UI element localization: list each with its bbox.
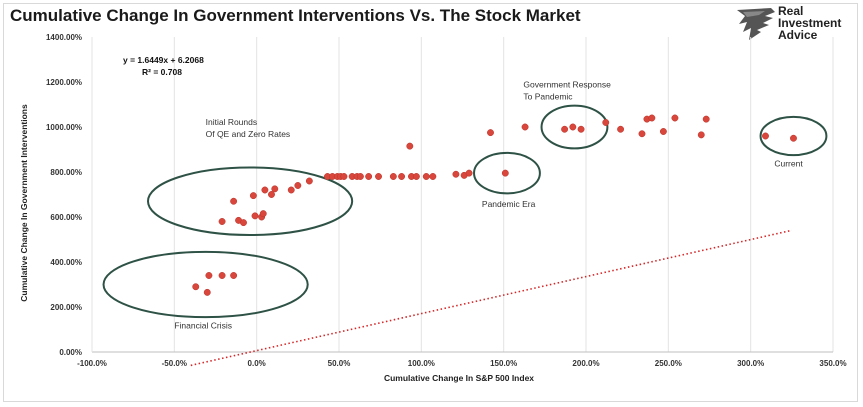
x-tick-label: 200.0%: [572, 359, 599, 368]
chart-frame: [3, 3, 858, 402]
grid-lines: [91, 37, 834, 353]
data-point: [218, 218, 226, 225]
data-point: [249, 192, 257, 200]
y-axis-ticks: 0.00% 200.00% 400.00% 600.00% 800.00% 1000.00…: [46, 33, 82, 357]
x-tick-label: 100.0%: [408, 359, 435, 368]
y-tick-label: 600.00%: [50, 213, 82, 222]
x-tick-label: -100.0%: [77, 359, 107, 368]
data-point: [375, 173, 382, 180]
data-point: [406, 142, 414, 150]
data-point: [501, 169, 509, 177]
brand-line-2: Investment: [778, 16, 842, 30]
annotation-circle: [540, 104, 609, 150]
data-point: [271, 185, 279, 193]
y-tick-label: 0.00%: [59, 348, 82, 357]
data-point: [648, 114, 656, 122]
x-tick-label: 250.0%: [655, 359, 682, 368]
x-tick-label: 0.0%: [248, 359, 266, 368]
data-point: [294, 182, 302, 189]
data-point: [205, 272, 213, 279]
annotation-label: Of QE and Zero Rates: [206, 129, 291, 139]
x-axis-title: Cumulative Change In S&P 500 Index: [384, 373, 534, 383]
data-point: [697, 131, 705, 139]
x-tick-label: -50.0%: [162, 359, 187, 368]
data-point: [240, 219, 247, 227]
data-point: [617, 125, 625, 133]
r-squared: R² = 0.708: [142, 67, 182, 77]
y-axis-title: Cumulative Change In Government Interven…: [19, 104, 29, 302]
annotation-circles: [102, 104, 828, 319]
x-tick-label: 150.0%: [490, 359, 517, 368]
data-point: [412, 173, 420, 180]
y-tick-label: 1200.00%: [46, 78, 82, 87]
data-point: [230, 272, 238, 279]
annotation-circle: [102, 250, 309, 319]
brand-wordmark: Real Investment Advice: [778, 5, 841, 41]
data-point: [192, 283, 200, 291]
data-point: [218, 272, 226, 279]
eagle-logo-icon: [737, 8, 775, 40]
data-point: [251, 212, 259, 220]
annotation-label: To Pandemic: [523, 92, 573, 102]
data-point: [671, 114, 679, 122]
trendline-equation: y = 1.6449x + 6.2068: [123, 55, 204, 65]
data-point: [465, 169, 473, 177]
annotation-labels: Initial Rounds Of QE and Zero Rates Govern…: [174, 80, 803, 331]
data-point: [452, 170, 460, 178]
data-point: [702, 115, 710, 123]
x-tick-label: 350.0%: [819, 359, 846, 368]
data-point: [389, 173, 397, 180]
annotation-label: Financial Crisis: [174, 320, 232, 330]
data-point: [521, 123, 529, 131]
x-tick-label: 300.0%: [737, 359, 764, 368]
data-point: [569, 123, 577, 131]
x-tick-label: 50.0%: [328, 359, 351, 368]
annotation-circle: [473, 151, 541, 195]
data-point: [638, 130, 646, 138]
brand-line-3: Advice: [778, 28, 818, 42]
annotation-circle: [146, 166, 354, 236]
data-point: [268, 191, 275, 198]
data-point: [762, 132, 769, 140]
annotation-circle: [759, 115, 828, 157]
data-point: [340, 173, 348, 180]
data-point: [356, 173, 364, 180]
data-point: [429, 173, 437, 180]
data-point: [261, 186, 269, 194]
trendline-path: [190, 229, 793, 367]
data-point: [203, 288, 211, 296]
brand-line-1: Real: [778, 4, 804, 18]
data-point: [259, 210, 267, 218]
y-tick-label: 400.00%: [50, 258, 82, 267]
y-tick-label: 1000.00%: [46, 123, 82, 132]
data-point: [365, 173, 373, 180]
annotation-label: Current: [774, 158, 803, 168]
data-point: [287, 186, 295, 194]
annotation-label: Pandemic Era: [482, 199, 536, 209]
data-point: [487, 129, 494, 137]
y-tick-label: 800.00%: [50, 168, 82, 177]
data-point: [790, 134, 797, 142]
data-point: [422, 173, 430, 180]
data-point: [230, 197, 238, 205]
y-tick-label: 1400.00%: [46, 33, 82, 42]
data-point: [659, 128, 667, 135]
data-point: [577, 125, 585, 133]
data-point: [561, 125, 569, 133]
x-axis-ticks: -100.0% -50.0% 0.0% 50.0% 100.0% 150.0% 200.0%…: [77, 359, 846, 368]
annotation-label: Initial Rounds: [206, 117, 258, 127]
trendline: [190, 229, 793, 367]
chart-title: Cumulative Change In Government Interven…: [10, 6, 581, 25]
annotation-label: Government Response: [523, 80, 611, 90]
data-point: [602, 119, 610, 126]
y-tick-label: 200.00%: [50, 303, 82, 312]
data-point: [305, 177, 313, 185]
data-points: [192, 114, 797, 296]
data-point: [398, 173, 406, 180]
